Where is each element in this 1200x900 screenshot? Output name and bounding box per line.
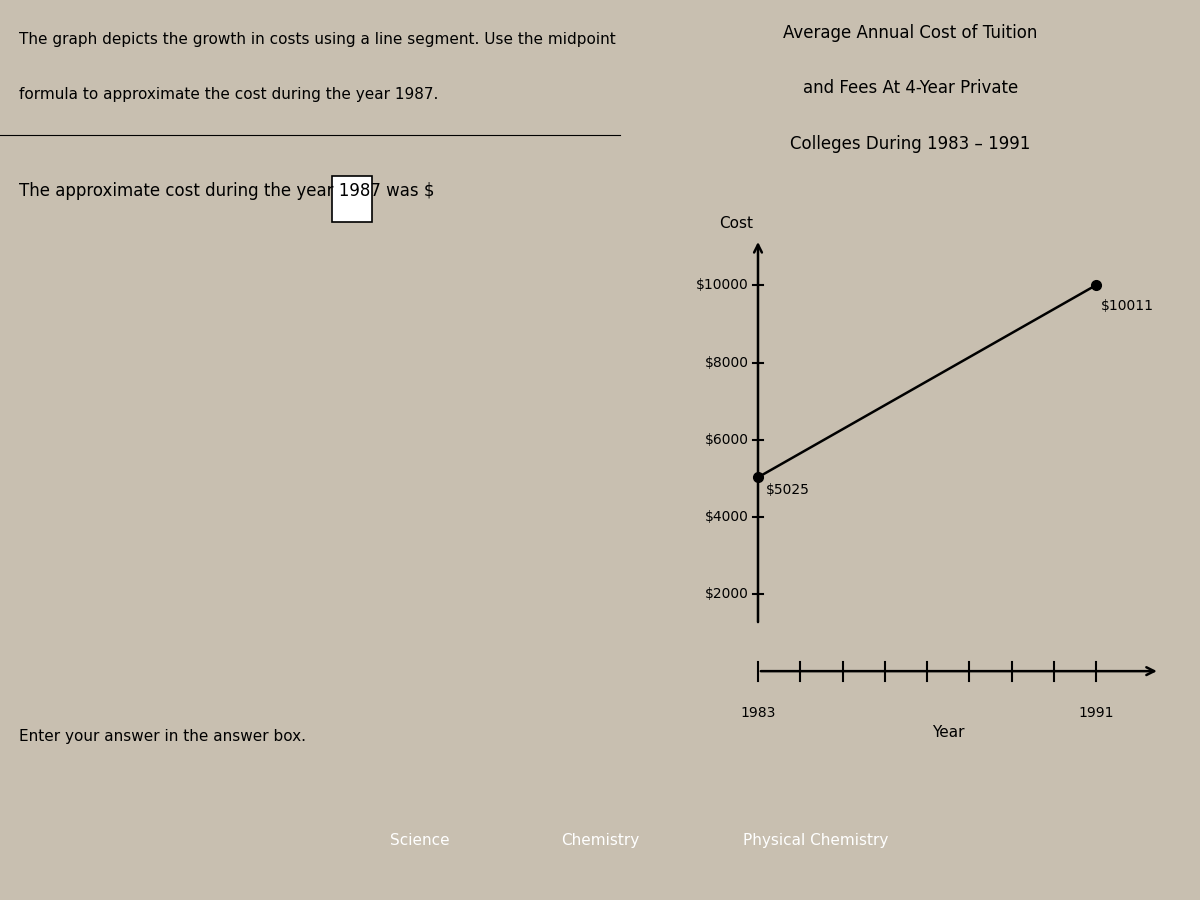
- Text: Cost: Cost: [719, 216, 752, 231]
- Text: and Fees At 4-Year Private: and Fees At 4-Year Private: [803, 79, 1018, 97]
- Text: $6000: $6000: [704, 433, 749, 446]
- Text: $10000: $10000: [696, 278, 749, 293]
- Text: Enter your answer in the answer box.: Enter your answer in the answer box.: [19, 729, 306, 743]
- Text: formula to approximate the cost during the year 1987.: formula to approximate the cost during t…: [19, 87, 438, 102]
- Text: The approximate cost during the year 1987 was $: The approximate cost during the year 198…: [19, 182, 434, 200]
- Text: Science: Science: [390, 833, 450, 848]
- FancyBboxPatch shape: [332, 176, 372, 221]
- Text: Average Annual Cost of Tuition: Average Annual Cost of Tuition: [784, 23, 1037, 41]
- Text: Year: Year: [932, 725, 965, 740]
- Text: $4000: $4000: [704, 510, 749, 524]
- Text: $10011: $10011: [1102, 299, 1154, 312]
- Text: $2000: $2000: [704, 587, 749, 601]
- Text: 1983: 1983: [740, 706, 775, 720]
- Text: Chemistry: Chemistry: [560, 833, 640, 848]
- Text: $8000: $8000: [704, 356, 749, 370]
- Text: The graph depicts the growth in costs using a line segment. Use the midpoint: The graph depicts the growth in costs us…: [19, 32, 616, 47]
- Text: $5025: $5025: [766, 483, 810, 497]
- Text: Colleges During 1983 – 1991: Colleges During 1983 – 1991: [790, 135, 1031, 153]
- Text: 1991: 1991: [1079, 706, 1114, 720]
- Text: Physical Chemistry: Physical Chemistry: [743, 833, 889, 848]
